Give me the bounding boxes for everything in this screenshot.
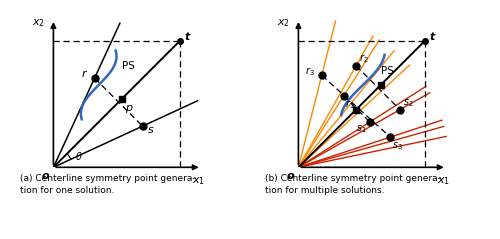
Text: (a) Centerline symmetry point genera-
tion for one solution.: (a) Centerline symmetry point genera- ti… — [20, 174, 196, 195]
Text: $x_2$: $x_2$ — [32, 18, 45, 29]
Text: $s_3$: $s_3$ — [392, 140, 402, 152]
Text: $\theta$: $\theta$ — [76, 150, 83, 162]
Text: $x_2$: $x_2$ — [277, 18, 290, 29]
Text: $\boldsymbol{o}$: $\boldsymbol{o}$ — [286, 171, 295, 180]
Text: $x_1$: $x_1$ — [192, 175, 205, 187]
Text: $r_1$: $r_1$ — [345, 98, 354, 111]
Text: $r_2$: $r_2$ — [359, 53, 368, 65]
Text: $r_3$: $r_3$ — [306, 65, 315, 78]
Text: PS: PS — [122, 60, 135, 71]
Text: $s_2$: $s_2$ — [402, 98, 413, 109]
Text: $p$: $p$ — [125, 103, 134, 115]
Text: $x_1$: $x_1$ — [437, 175, 450, 187]
Text: $s$: $s$ — [146, 125, 154, 135]
Text: (b) Centerline symmetry point genera-
tion for multiple solutions.: (b) Centerline symmetry point genera- ti… — [265, 174, 441, 195]
Text: $s_1$: $s_1$ — [356, 124, 366, 136]
Text: PS: PS — [380, 66, 394, 76]
Text: $r$: $r$ — [81, 68, 88, 79]
Text: $\boldsymbol{t}$: $\boldsymbol{t}$ — [184, 30, 192, 42]
Text: $\boldsymbol{t}$: $\boldsymbol{t}$ — [429, 30, 436, 42]
Text: $\boldsymbol{o}$: $\boldsymbol{o}$ — [40, 171, 50, 180]
